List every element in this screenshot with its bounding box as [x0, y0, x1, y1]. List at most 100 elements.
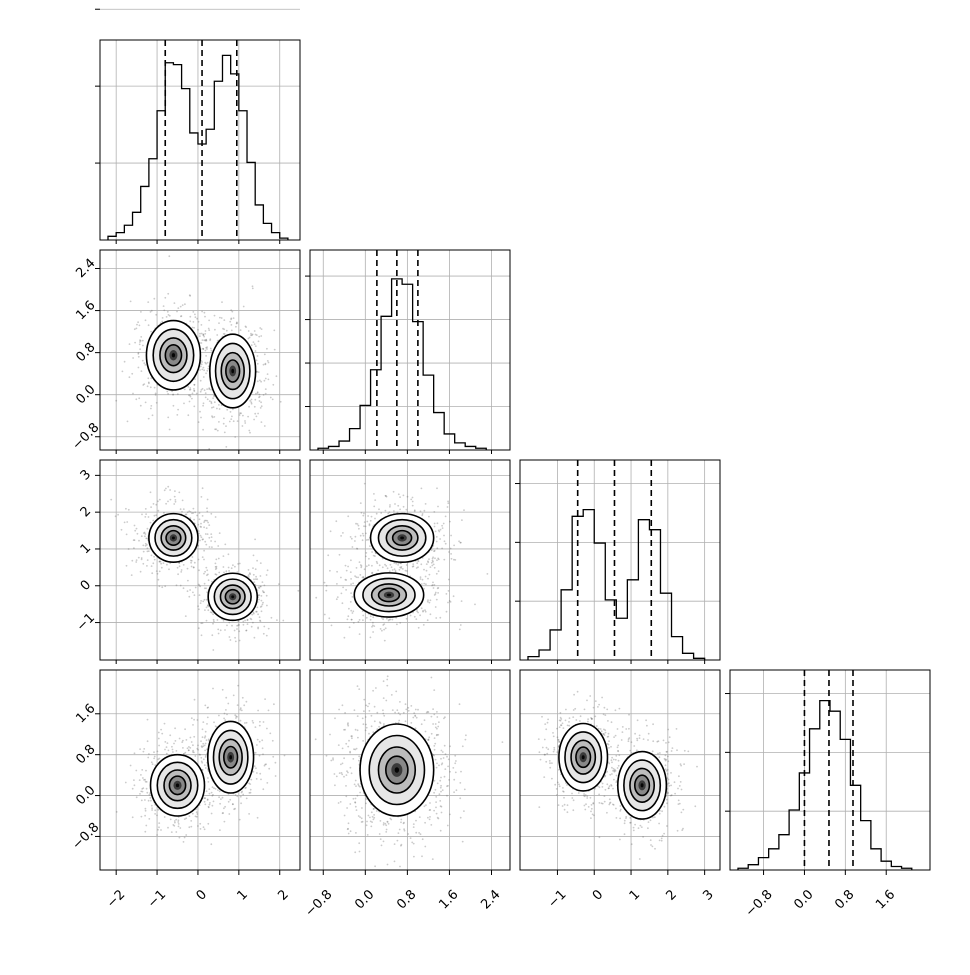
sample-point	[262, 604, 264, 606]
sample-point	[206, 569, 208, 571]
sample-point	[203, 573, 205, 575]
sample-point	[177, 821, 179, 823]
sample-point	[200, 523, 202, 525]
sample-point	[148, 753, 150, 755]
sample-point	[373, 817, 375, 819]
sample-point	[190, 389, 192, 391]
sample-point	[139, 344, 141, 346]
sample-point	[445, 516, 447, 518]
sample-point	[231, 567, 233, 569]
sample-point	[355, 536, 357, 538]
sample-point	[338, 802, 340, 804]
sample-point	[169, 429, 171, 431]
sample-point	[411, 842, 413, 844]
sample-point	[207, 574, 209, 576]
sample-point	[197, 524, 199, 526]
sample-point	[345, 785, 347, 787]
sample-point	[448, 579, 450, 581]
sample-point	[145, 513, 147, 515]
sample-point	[438, 531, 440, 533]
sample-point	[247, 619, 249, 621]
sample-point	[427, 619, 429, 621]
sample-point	[336, 598, 338, 600]
sample-point	[207, 777, 209, 779]
sample-point	[230, 309, 232, 311]
sample-point	[152, 520, 154, 522]
sample-point	[198, 421, 200, 423]
sample-point	[433, 714, 435, 716]
sample-point	[204, 804, 206, 806]
density-contour	[400, 536, 404, 539]
sample-point	[362, 740, 364, 742]
sample-point	[449, 771, 451, 773]
sample-point	[444, 776, 446, 778]
sample-point	[159, 585, 161, 587]
sample-point	[385, 495, 387, 497]
sample-point	[358, 760, 360, 762]
sample-point	[340, 801, 342, 803]
sample-point	[424, 822, 426, 824]
sample-point	[202, 538, 204, 540]
sample-point	[257, 613, 259, 615]
sample-point	[228, 622, 230, 624]
sample-point	[398, 712, 400, 714]
sample-point	[147, 559, 149, 561]
sample-point	[253, 574, 255, 576]
y-tick-label: 1.6	[73, 701, 98, 726]
sample-point	[334, 784, 336, 786]
sample-point	[167, 311, 169, 313]
sample-point	[425, 583, 427, 585]
sample-point	[229, 636, 231, 638]
sample-point	[176, 311, 178, 313]
sample-point	[244, 722, 246, 724]
sample-point	[400, 821, 402, 823]
sample-point	[381, 630, 383, 632]
sample-point	[440, 529, 442, 531]
sample-point	[202, 388, 204, 390]
sample-point	[325, 590, 327, 592]
sample-point	[234, 630, 236, 632]
sample-point	[144, 831, 146, 833]
sample-point	[261, 328, 263, 330]
sample-point	[177, 307, 179, 309]
sample-point	[459, 703, 461, 705]
density-contour	[176, 783, 179, 787]
sample-point	[448, 551, 450, 553]
sample-point	[202, 556, 204, 558]
sample-point	[130, 301, 132, 303]
sample-point	[420, 833, 422, 835]
sample-point	[696, 766, 698, 768]
sample-points	[116, 685, 286, 845]
sample-point	[402, 568, 404, 570]
sample-point	[191, 566, 193, 568]
sample-point	[351, 772, 353, 774]
sample-point	[221, 317, 223, 319]
sample-point	[450, 548, 452, 550]
sample-point	[266, 605, 268, 607]
sample-point	[437, 783, 439, 785]
sample-point	[436, 573, 438, 575]
density-contour	[229, 755, 232, 759]
sample-point	[251, 403, 253, 405]
sample-point	[366, 521, 368, 523]
sample-point	[175, 740, 177, 742]
sample-point	[448, 590, 450, 592]
sample-point	[372, 690, 374, 692]
sample-point	[202, 405, 204, 407]
sample-point	[224, 719, 226, 721]
sample-point	[156, 402, 158, 404]
sample-point	[223, 319, 225, 321]
sample-point	[258, 587, 260, 589]
sample-point	[372, 816, 374, 818]
sample-point	[390, 819, 392, 821]
sample-point	[367, 515, 369, 517]
sample-point	[474, 604, 476, 606]
sample-point	[369, 817, 371, 819]
sample-point	[167, 417, 169, 419]
sample-point	[135, 398, 137, 400]
sample-point	[223, 807, 225, 809]
sample-point	[208, 806, 210, 808]
sample-point	[364, 568, 366, 570]
sample-point	[223, 620, 225, 622]
sample-point	[137, 321, 139, 323]
